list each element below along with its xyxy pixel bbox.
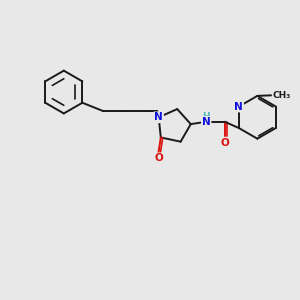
Text: N: N — [154, 112, 163, 122]
Text: H: H — [202, 112, 210, 121]
Text: O: O — [154, 153, 163, 163]
Text: N: N — [202, 117, 211, 127]
Text: O: O — [220, 138, 229, 148]
Text: CH₃: CH₃ — [272, 91, 290, 100]
Text: N: N — [234, 102, 243, 112]
